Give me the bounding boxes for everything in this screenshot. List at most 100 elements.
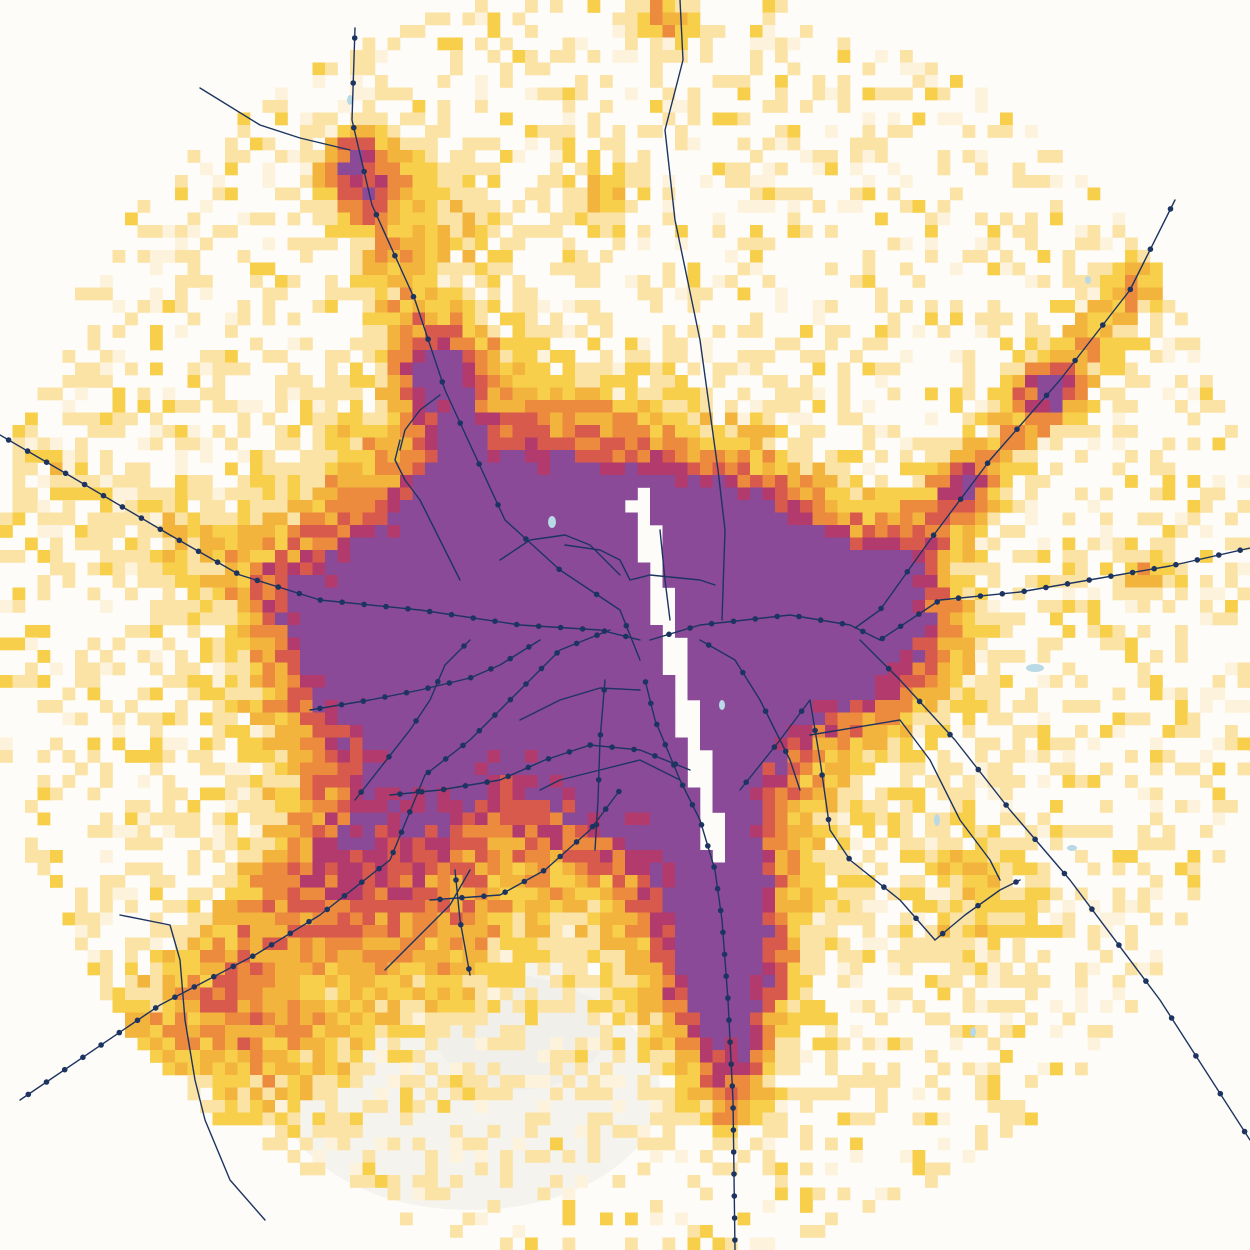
density-cell: [387, 150, 401, 163]
density-cell: [350, 487, 363, 501]
density-cell: [662, 725, 676, 738]
density-cell: [1237, 475, 1250, 488]
density-cell: [487, 225, 501, 238]
density-cell: [100, 650, 113, 663]
density-cell: [712, 750, 726, 763]
density-cell: [325, 1025, 338, 1038]
density-cell: [562, 1050, 576, 1063]
density-cell: [550, 0, 563, 13]
density-cell: [225, 975, 238, 988]
density-cell: [262, 300, 276, 313]
density-cell: [737, 262, 751, 276]
density-cell: [450, 800, 463, 813]
density-cell: [612, 437, 626, 451]
density-cell: [1112, 300, 1126, 313]
density-cell: [912, 487, 926, 501]
density-cell: [750, 637, 763, 651]
density-cell: [800, 562, 813, 576]
density-cell: [875, 575, 888, 588]
density-cell: [937, 812, 951, 826]
density-cell: [425, 375, 438, 388]
density-cell: [737, 700, 751, 713]
density-cell: [1187, 712, 1201, 726]
density-cell: [612, 800, 626, 813]
density-cell: [87, 525, 101, 538]
density-cell: [725, 775, 738, 788]
density-cell: [762, 0, 776, 13]
density-cell: [262, 762, 276, 776]
density-cell: [450, 850, 463, 863]
density-cell: [425, 625, 438, 638]
density-cell: [175, 650, 188, 663]
density-cell: [950, 525, 963, 538]
density-cell: [550, 425, 563, 438]
density-cell: [850, 675, 863, 688]
density-cell: [737, 350, 751, 363]
density-cell: [75, 675, 88, 688]
density-cell: [150, 600, 163, 613]
density-cell: [312, 212, 326, 226]
density-cell: [462, 550, 476, 563]
density-cell: [900, 662, 913, 676]
density-cell: [450, 1062, 463, 1076]
density-cell: [437, 500, 451, 513]
density-cell: [200, 587, 213, 601]
density-cell: [750, 362, 763, 376]
density-cell: [262, 162, 276, 176]
density-cell: [425, 800, 438, 813]
density-cell: [550, 562, 563, 576]
density-cell: [987, 875, 1001, 888]
density-cell: [387, 475, 401, 488]
density-cell: [675, 850, 688, 863]
density-cell: [350, 862, 363, 876]
density-cell: [587, 412, 601, 426]
density-cell: [712, 1025, 726, 1038]
density-cell: [200, 1075, 213, 1088]
density-cell: [662, 975, 676, 988]
density-cell: [325, 512, 338, 526]
density-cell: [837, 675, 851, 688]
density-cell: [1000, 787, 1013, 801]
density-cell: [187, 987, 201, 1001]
density-cell: [712, 575, 726, 588]
density-cell: [300, 525, 313, 538]
density-cell: [175, 487, 188, 501]
density-cell: [387, 187, 401, 201]
density-cell: [837, 775, 851, 788]
density-cell: [262, 237, 276, 251]
density-cell: [887, 87, 901, 101]
density-cell: [1112, 887, 1126, 901]
density-cell: [1200, 500, 1213, 513]
density-cell: [587, 375, 601, 388]
density-cell: [612, 137, 626, 151]
density-cell: [400, 762, 413, 776]
density-cell: [175, 325, 188, 338]
density-cell: [762, 187, 776, 201]
density-cell: [812, 525, 826, 538]
density-cell: [250, 662, 263, 676]
density-cell: [875, 487, 888, 501]
density-cell: [237, 737, 251, 751]
density-cell: [887, 987, 901, 1001]
density-cell: [962, 900, 976, 913]
density-cell: [512, 462, 526, 476]
density-cell: [237, 725, 251, 738]
density-cell: [887, 700, 901, 713]
density-cell: [375, 737, 388, 751]
density-cell: [737, 175, 751, 188]
density-cell: [900, 625, 913, 638]
density-cell: [925, 775, 938, 788]
density-cell: [525, 562, 538, 576]
density-cell: [587, 1012, 601, 1026]
density-cell: [562, 187, 576, 201]
density-cell: [300, 1037, 313, 1051]
density-cell: [487, 825, 501, 838]
density-cell: [787, 200, 801, 213]
density-cell: [450, 500, 463, 513]
density-cell: [687, 1050, 701, 1063]
density-cell: [1175, 650, 1188, 663]
density-cell: [337, 412, 351, 426]
density-cell: [450, 1012, 463, 1026]
density-cell: [737, 237, 751, 251]
